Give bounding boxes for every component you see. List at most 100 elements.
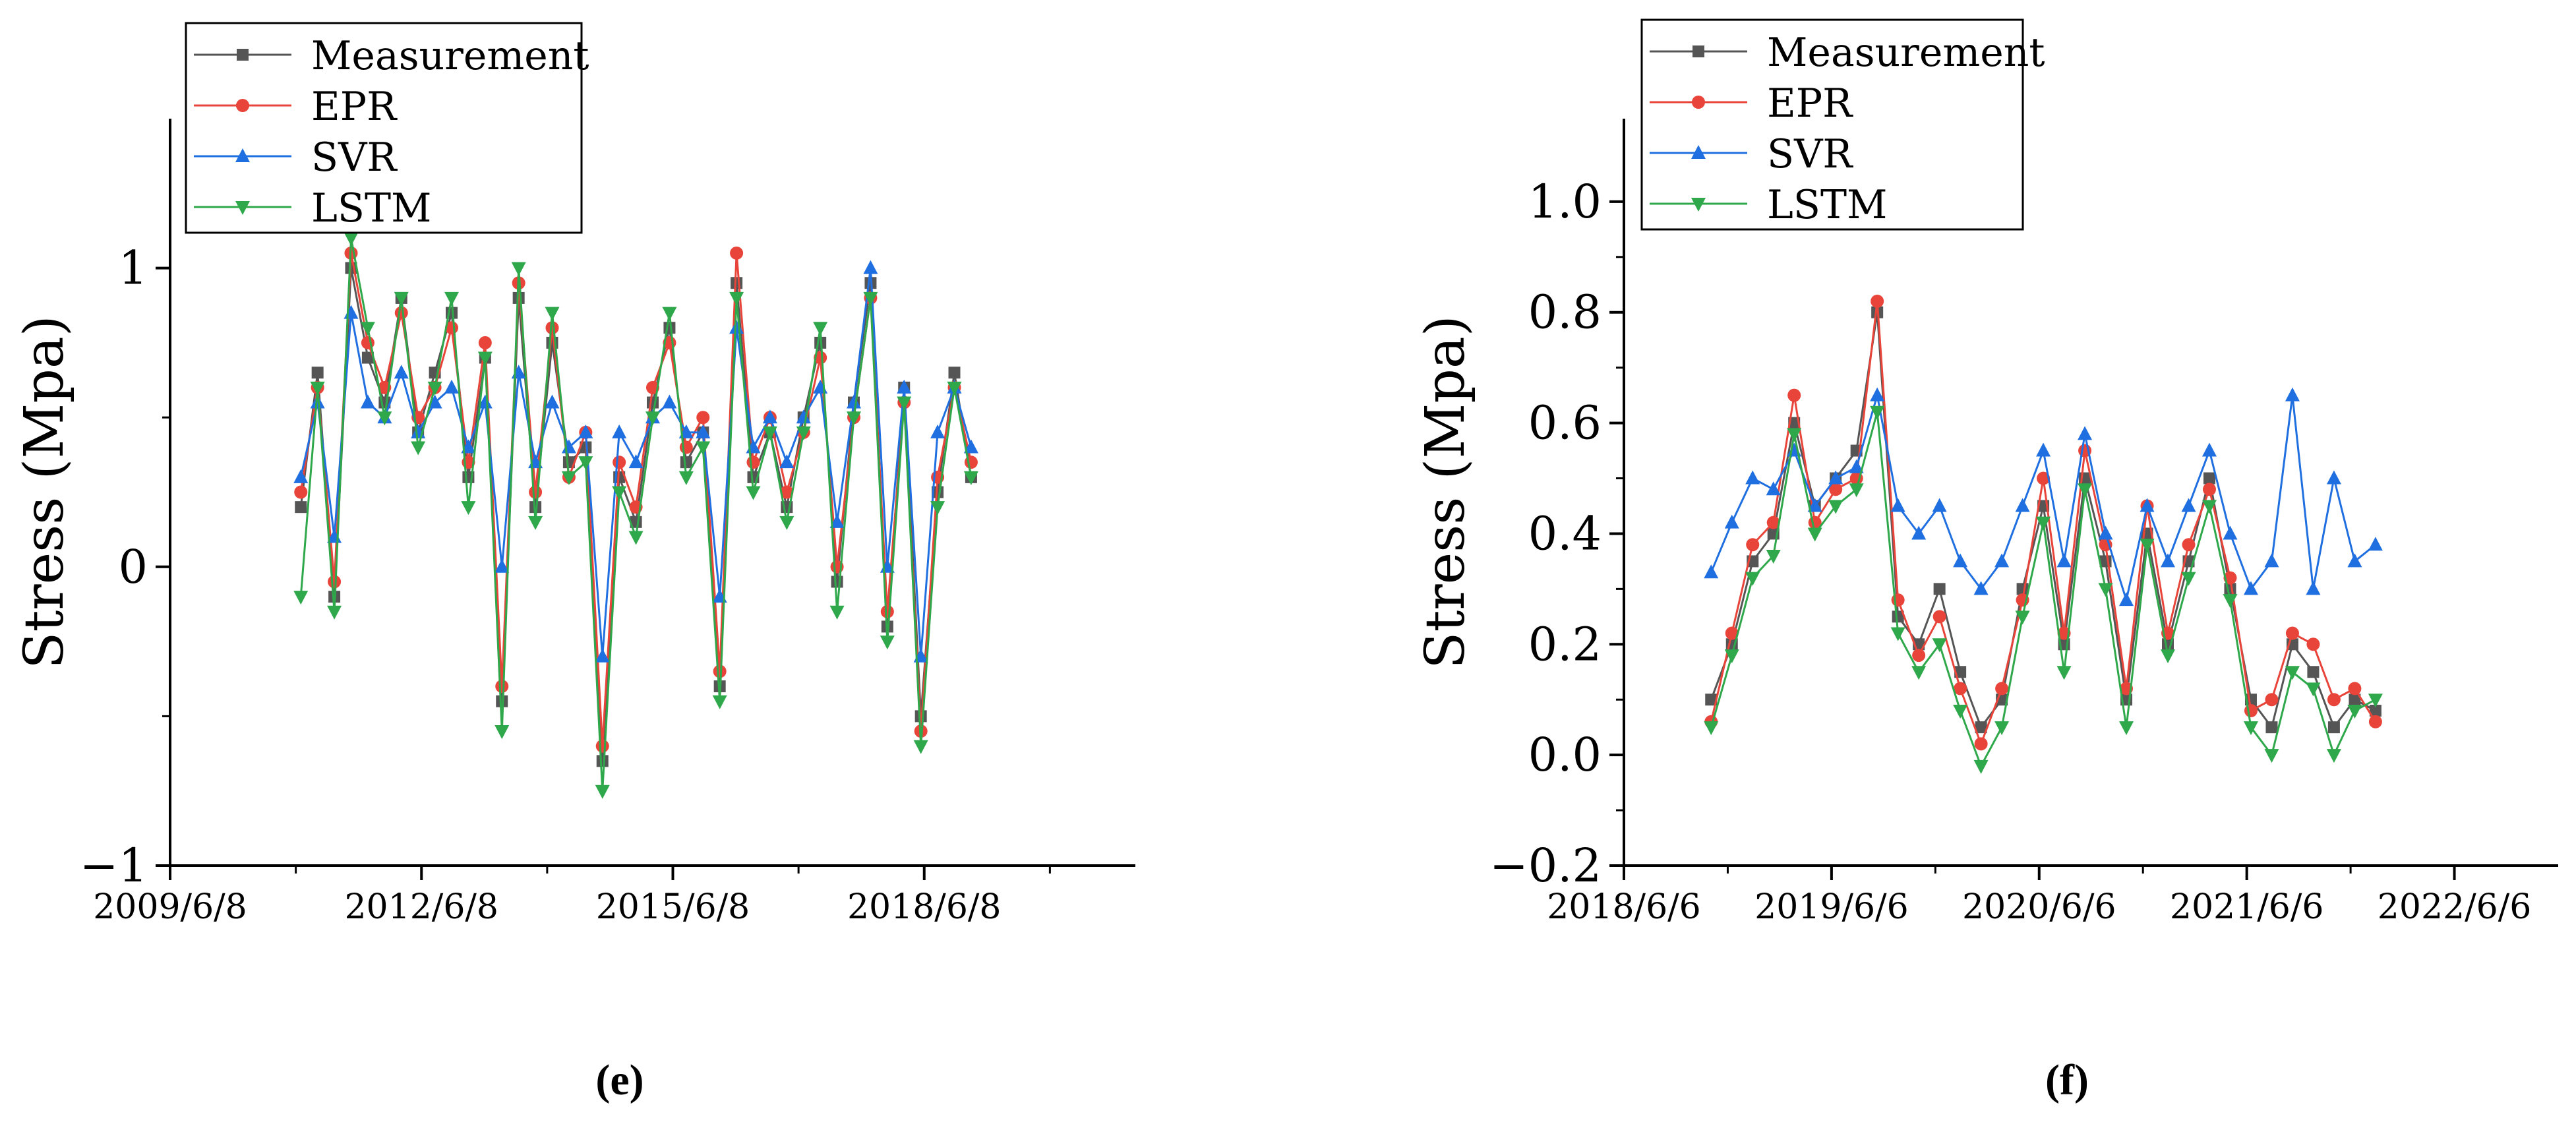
- x-tick-label: 2012/6/8: [344, 887, 498, 927]
- y-tick-label: 0.0: [1528, 728, 1602, 782]
- data-point-svr: [427, 394, 442, 409]
- data-point-svr: [1890, 498, 1905, 512]
- data-point-svr: [1745, 470, 1760, 485]
- data-point-svr: [662, 394, 677, 409]
- legend-marker: [236, 99, 249, 112]
- legend-marker: [1691, 198, 1706, 212]
- data-point-svr: [2264, 553, 2279, 568]
- data-point-svr: [847, 394, 861, 409]
- data-point-lstm: [444, 291, 459, 306]
- data-point-svr: [963, 439, 978, 454]
- data-point-svr: [310, 394, 325, 409]
- data-point-epr: [2348, 682, 2362, 696]
- x-tick-label: 2018/6/6: [1547, 887, 1701, 927]
- data-point-lstm: [829, 605, 845, 620]
- data-point-svr: [595, 648, 610, 663]
- data-point-svr: [2285, 387, 2300, 401]
- data-point-svr: [477, 394, 493, 409]
- data-point-epr: [529, 485, 543, 499]
- data-point-measurement: [647, 396, 659, 409]
- data-point-lstm: [863, 291, 878, 306]
- legend-label: EPR: [1767, 80, 1853, 127]
- data-point-lstm: [427, 381, 442, 396]
- data-point-epr: [1787, 388, 1801, 402]
- data-point-epr: [696, 411, 710, 425]
- data-point-svr: [696, 424, 711, 438]
- data-point-epr: [746, 456, 760, 469]
- data-point-epr: [595, 739, 609, 753]
- data-point-epr: [394, 306, 408, 320]
- data-point-lstm: [963, 471, 978, 485]
- x-tick-label: 2015/6/8: [596, 887, 750, 927]
- data-point-svr: [829, 514, 845, 528]
- data-point-measurement: [361, 351, 374, 364]
- y-tick-label: 0.2: [1528, 617, 1602, 671]
- data-point-lstm: [2098, 583, 2113, 597]
- data-point-lstm: [1766, 550, 1781, 564]
- data-point-lstm: [762, 426, 777, 440]
- data-point-epr: [2202, 483, 2216, 496]
- data-point-epr: [1932, 610, 1946, 624]
- data-point-lstm: [461, 501, 476, 516]
- legend-label: SVR: [311, 134, 398, 181]
- data-point-epr: [1746, 538, 1760, 552]
- data-point-lstm: [595, 785, 610, 799]
- data-point-svr: [796, 409, 811, 424]
- data-point-epr: [495, 680, 509, 694]
- data-point-lstm: [511, 262, 526, 276]
- data-point-svr: [444, 379, 459, 394]
- data-point-svr: [1828, 470, 1843, 485]
- data-point-lstm: [847, 411, 861, 426]
- data-point-lstm: [2285, 666, 2300, 680]
- data-point-lstm: [1911, 666, 1927, 680]
- data-point-epr: [294, 485, 308, 499]
- data-point-measurement: [1892, 610, 1904, 623]
- data-point-lstm: [2036, 516, 2051, 531]
- data-point-lstm: [662, 307, 677, 321]
- data-point-epr: [1974, 737, 1988, 751]
- data-point-epr: [545, 321, 559, 335]
- data-point-lstm: [545, 307, 560, 321]
- data-point-epr: [730, 246, 744, 260]
- data-point-lstm: [2264, 749, 2279, 763]
- x-tick-label: 2018/6/8: [847, 887, 1002, 927]
- data-point-epr: [2306, 637, 2320, 651]
- data-point-lstm: [645, 411, 660, 426]
- x-tick-label: 2020/6/6: [1962, 887, 2116, 927]
- data-point-lstm: [2368, 694, 2383, 708]
- data-point-lstm: [913, 740, 928, 754]
- data-point-lstm: [1724, 649, 1739, 664]
- data-point-svr: [1994, 553, 2010, 568]
- data-point-lstm: [2119, 721, 2134, 736]
- data-point-svr: [2098, 525, 2113, 540]
- data-point-svr: [2119, 592, 2134, 607]
- data-point-lstm: [1704, 721, 1719, 736]
- data-point-lstm: [377, 411, 392, 426]
- data-point-lstm: [628, 531, 644, 545]
- data-point-svr: [2056, 553, 2072, 568]
- data-point-measurement: [2203, 472, 2215, 485]
- data-point-lstm: [612, 486, 627, 500]
- data-point-lstm: [1787, 428, 1802, 442]
- data-point-svr: [897, 379, 912, 394]
- data-point-measurement: [2369, 705, 2381, 717]
- data-point-epr: [2327, 693, 2341, 707]
- series-line-epr: [299, 252, 973, 748]
- x-tick-label: 2021/6/6: [2170, 887, 2324, 927]
- y-tick-label: 1.0: [1528, 175, 1602, 229]
- data-point-lstm: [327, 605, 342, 620]
- data-point-measurement: [731, 277, 743, 289]
- data-point-svr: [2306, 581, 2321, 595]
- data-point-lstm: [796, 426, 811, 440]
- data-point-lstm: [1745, 572, 1760, 586]
- y-tick-label: 0: [118, 540, 148, 594]
- data-point-lstm: [2223, 594, 2238, 608]
- data-point-svr: [1724, 514, 1739, 529]
- data-point-svr: [863, 260, 878, 274]
- data-point-lstm: [678, 471, 694, 485]
- data-point-svr: [2140, 498, 2155, 512]
- y-tick-label: 0.4: [1528, 506, 1602, 560]
- data-point-lstm: [494, 725, 510, 740]
- panel-caption-e: (e): [595, 1056, 644, 1104]
- data-point-lstm: [947, 381, 962, 396]
